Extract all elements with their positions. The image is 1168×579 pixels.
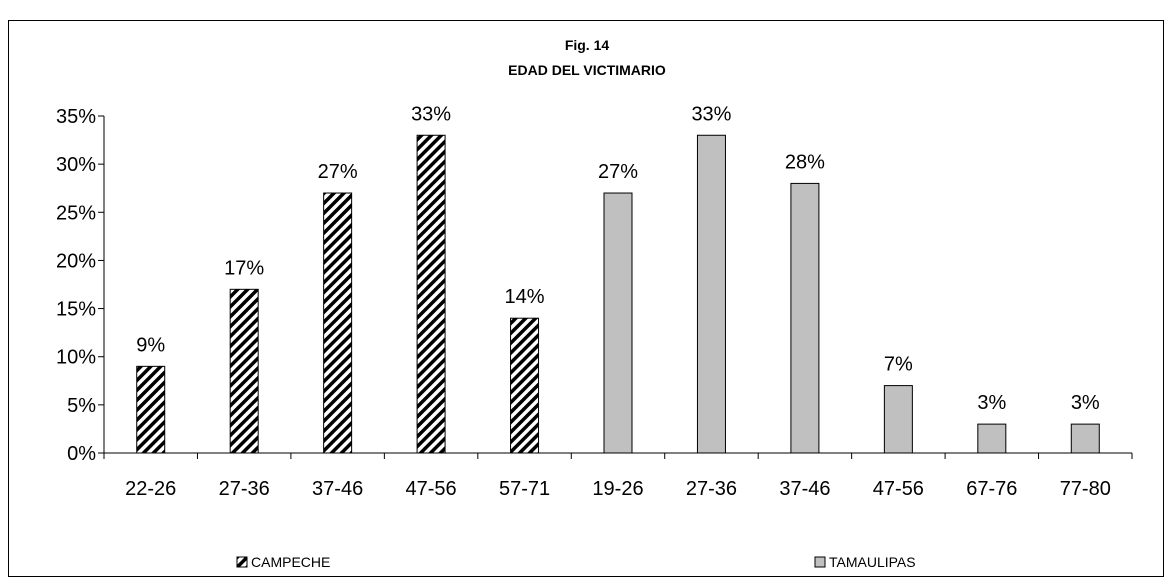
- y-tick-label: 30%: [56, 154, 96, 176]
- bar-tamaulipas: [790, 182, 820, 454]
- x-tick-label: 22-26: [125, 478, 176, 500]
- y-tick-label: 20%: [56, 250, 96, 272]
- bar-tamaulipas: [977, 423, 1007, 454]
- x-tick-label: 57-71: [499, 478, 550, 500]
- bar-tamaulipas: [883, 385, 913, 454]
- x-tick-label: 37-46: [312, 478, 363, 500]
- legend-label-tamaulipas: TAMAULIPAS: [829, 554, 916, 570]
- legend-label-campeche: CAMPECHE: [251, 554, 330, 570]
- legend-swatch-campeche: [236, 556, 248, 568]
- x-tick-label: 27-36: [686, 478, 737, 500]
- x-tick-label: 19-26: [592, 478, 643, 500]
- bar-tamaulipas: [603, 192, 633, 454]
- legend: CAMPECHE TAMAULIPAS: [236, 554, 916, 570]
- x-tick-label: 47-56: [406, 478, 457, 500]
- y-tick-label: 35%: [56, 106, 96, 128]
- axes-group: 0% 5% 10% 15% 20% 25% 30% 35% 22-26 27-36 37-46 47-…: [56, 106, 1133, 500]
- y-tick-label: 10%: [56, 347, 96, 369]
- x-tick-label: 77-80: [1060, 478, 1111, 500]
- chart-title: Fig. 14: [565, 37, 610, 53]
- data-label-tamaulipas: 7%: [884, 354, 913, 376]
- x-tick-label: 37-46: [779, 478, 830, 500]
- labels-group: 9% 17% 27% 33% 14% 27% 33% 28% 7% 3% 3%: [136, 103, 1100, 414]
- chart-frame: [8, 20, 1164, 577]
- data-label-tamaulipas: 3%: [977, 392, 1006, 414]
- y-tick-label: 5%: [67, 395, 96, 417]
- y-tick-label: 15%: [56, 299, 96, 321]
- bar-tamaulipas: [1070, 423, 1100, 454]
- data-label-campeche: 9%: [136, 334, 165, 356]
- data-label-campeche: 33%: [411, 103, 451, 125]
- legend-swatch-tamaulipas: [814, 556, 826, 568]
- chart-subtitle: EDAD DEL VICTIMARIO: [508, 62, 666, 78]
- data-label-tamaulipas: 3%: [1071, 392, 1100, 414]
- x-tick-label: 47-56: [873, 478, 924, 500]
- data-label-campeche: 14%: [505, 286, 545, 308]
- bars-group: [136, 134, 1100, 454]
- x-tick-label: 27-36: [219, 478, 270, 500]
- data-label-tamaulipas: 28%: [785, 151, 825, 173]
- bar-campeche: [510, 317, 540, 454]
- bar-tamaulipas: [696, 134, 726, 454]
- y-tick-label: 25%: [56, 202, 96, 224]
- bar-campeche: [416, 134, 446, 454]
- bar-campeche: [229, 288, 259, 454]
- bar-campeche: [136, 365, 166, 454]
- data-label-campeche: 17%: [224, 257, 264, 279]
- y-tick-label: 0%: [67, 443, 96, 465]
- data-label-tamaulipas: 33%: [691, 103, 731, 125]
- bar-campeche: [323, 192, 353, 454]
- data-label-tamaulipas: 27%: [598, 161, 638, 183]
- x-tick-label: 67-76: [966, 478, 1017, 500]
- data-label-campeche: 27%: [318, 161, 358, 183]
